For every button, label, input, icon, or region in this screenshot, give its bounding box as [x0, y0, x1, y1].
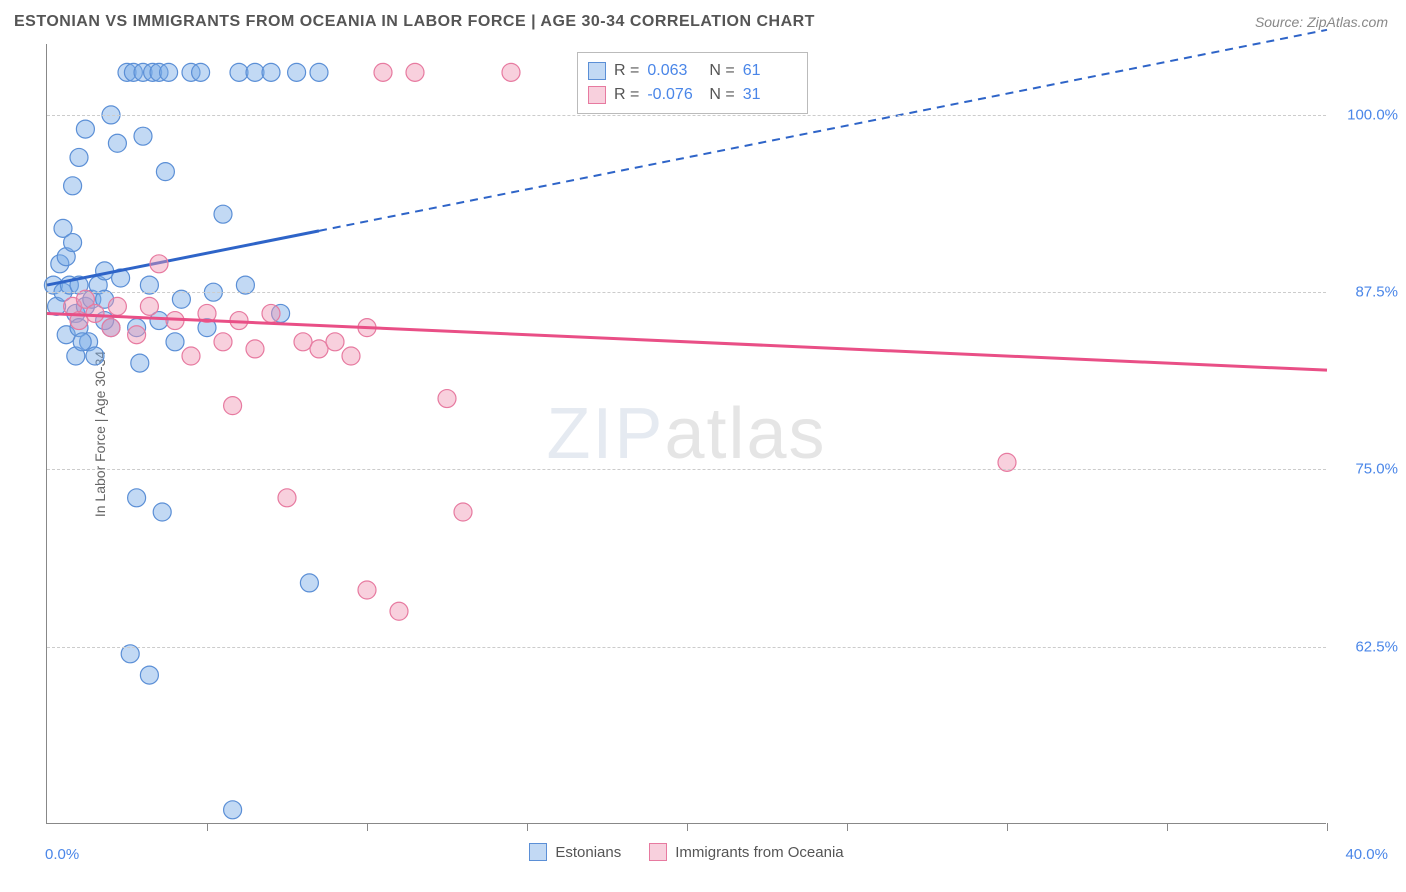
data-point	[326, 333, 344, 351]
data-point	[246, 340, 264, 358]
data-point	[288, 63, 306, 81]
data-point	[86, 304, 104, 322]
scatter-svg	[47, 44, 1326, 823]
data-point	[64, 234, 82, 252]
n-value-0: 61	[743, 62, 797, 80]
trend-line-solid	[47, 231, 319, 285]
n-label: N =	[709, 62, 734, 80]
chart-title: ESTONIAN VS IMMIGRANTS FROM OCEANIA IN L…	[14, 13, 815, 31]
data-point	[192, 63, 210, 81]
x-end-label: 40.0%	[1345, 846, 1388, 863]
swatch-series-0	[588, 62, 606, 80]
data-point	[70, 148, 88, 166]
x-tick	[527, 823, 528, 831]
data-point	[310, 63, 328, 81]
data-point	[156, 163, 174, 181]
data-point	[128, 489, 146, 507]
data-point	[358, 581, 376, 599]
data-point	[454, 503, 472, 521]
data-point	[300, 574, 318, 592]
y-tick-label: 100.0%	[1334, 106, 1398, 123]
y-tick-label: 75.0%	[1334, 461, 1398, 478]
data-point	[128, 326, 146, 344]
data-point	[224, 397, 242, 415]
gridline	[47, 292, 1326, 293]
legend-item-1: Immigrants from Oceania	[649, 843, 843, 861]
data-point	[262, 63, 280, 81]
x-tick	[687, 823, 688, 831]
data-point	[108, 297, 126, 315]
stats-row-series-0: R = 0.063 N = 61	[588, 59, 797, 83]
r-value-0: 0.063	[647, 62, 701, 80]
x-tick	[847, 823, 848, 831]
r-label: R =	[614, 62, 639, 80]
data-point	[342, 347, 360, 365]
data-point	[374, 63, 392, 81]
r-label: R =	[614, 86, 639, 104]
x-tick	[207, 823, 208, 831]
legend-swatch-1	[649, 843, 667, 861]
data-point	[76, 120, 94, 138]
trend-line-dashed	[319, 30, 1327, 231]
data-point	[153, 503, 171, 521]
legend-swatch-0	[529, 843, 547, 861]
data-point	[102, 319, 120, 337]
data-point	[406, 63, 424, 81]
x-tick	[367, 823, 368, 831]
data-point	[108, 134, 126, 152]
data-point	[182, 347, 200, 365]
x-tick	[1167, 823, 1168, 831]
x-tick	[1327, 823, 1328, 831]
chart-header: ESTONIAN VS IMMIGRANTS FROM OCEANIA IN L…	[0, 0, 1406, 44]
data-point	[214, 333, 232, 351]
data-point	[134, 127, 152, 145]
y-tick-label: 62.5%	[1334, 638, 1398, 655]
source-label: Source: ZipAtlas.com	[1255, 14, 1388, 30]
data-point	[64, 177, 82, 195]
n-label: N =	[709, 86, 734, 104]
data-point	[390, 602, 408, 620]
chart-plot-area: In Labor Force | Age 30-34 ZIPatlas R = …	[46, 44, 1326, 824]
data-point	[278, 489, 296, 507]
stats-legend: R = 0.063 N = 61 R = -0.076 N = 31	[577, 52, 808, 114]
bottom-legend: Estonians Immigrants from Oceania	[47, 843, 1326, 861]
data-point	[160, 63, 178, 81]
data-point	[150, 255, 168, 273]
data-point	[502, 63, 520, 81]
data-point	[73, 333, 91, 351]
legend-label-1: Immigrants from Oceania	[675, 844, 843, 861]
n-value-1: 31	[743, 86, 797, 104]
data-point	[230, 63, 248, 81]
gridline	[47, 469, 1326, 470]
x-tick	[1007, 823, 1008, 831]
data-point	[310, 340, 328, 358]
data-point	[438, 390, 456, 408]
gridline	[47, 115, 1326, 116]
data-point	[86, 347, 104, 365]
data-point	[140, 666, 158, 684]
legend-label-0: Estonians	[555, 844, 621, 861]
r-value-1: -0.076	[647, 86, 701, 104]
x-start-label: 0.0%	[45, 846, 79, 863]
data-point	[246, 63, 264, 81]
data-point	[224, 801, 242, 819]
data-point	[131, 354, 149, 372]
data-point	[262, 304, 280, 322]
data-point	[294, 333, 312, 351]
gridline	[47, 647, 1326, 648]
data-point	[140, 297, 158, 315]
swatch-series-1	[588, 86, 606, 104]
data-point	[214, 205, 232, 223]
y-tick-label: 87.5%	[1334, 284, 1398, 301]
legend-item-0: Estonians	[529, 843, 621, 861]
data-point	[166, 333, 184, 351]
trend-line-solid	[47, 313, 1327, 370]
stats-row-series-1: R = -0.076 N = 31	[588, 83, 797, 107]
